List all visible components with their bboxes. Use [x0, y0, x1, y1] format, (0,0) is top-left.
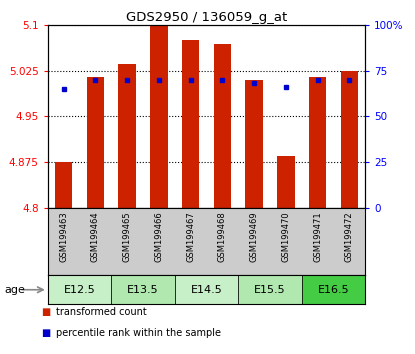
Title: GDS2950 / 136059_g_at: GDS2950 / 136059_g_at	[126, 11, 287, 24]
Text: percentile rank within the sample: percentile rank within the sample	[56, 328, 221, 338]
Bar	[118, 64, 136, 208]
Text: ■: ■	[42, 307, 51, 316]
Text: E16.5: E16.5	[317, 285, 349, 295]
Bar	[309, 76, 326, 208]
Bar	[175, 275, 238, 304]
Text: GSM199469: GSM199469	[249, 211, 259, 262]
Bar	[55, 162, 72, 208]
Text: GSM199465: GSM199465	[122, 211, 132, 262]
Text: GSM199470: GSM199470	[281, 211, 290, 262]
Bar	[238, 275, 302, 304]
Bar	[245, 80, 263, 208]
Bar	[48, 275, 111, 304]
Text: GSM199471: GSM199471	[313, 211, 322, 262]
Text: age: age	[4, 285, 25, 295]
Text: GSM199468: GSM199468	[218, 211, 227, 262]
Text: E14.5: E14.5	[190, 285, 222, 295]
Text: GSM199466: GSM199466	[154, 211, 164, 262]
Text: GSM199472: GSM199472	[345, 211, 354, 262]
Text: transformed count: transformed count	[56, 307, 147, 316]
Text: GSM199463: GSM199463	[59, 211, 68, 262]
Bar	[341, 70, 358, 208]
Bar	[182, 40, 199, 208]
Bar	[150, 25, 168, 208]
Bar	[214, 44, 231, 208]
Text: E15.5: E15.5	[254, 285, 286, 295]
Text: E12.5: E12.5	[63, 285, 95, 295]
Bar	[302, 275, 365, 304]
Text: E13.5: E13.5	[127, 285, 159, 295]
Text: ■: ■	[42, 328, 51, 338]
Text: GSM199464: GSM199464	[91, 211, 100, 262]
Bar	[277, 156, 295, 208]
Bar	[111, 275, 175, 304]
Text: GSM199467: GSM199467	[186, 211, 195, 262]
Bar	[87, 76, 104, 208]
